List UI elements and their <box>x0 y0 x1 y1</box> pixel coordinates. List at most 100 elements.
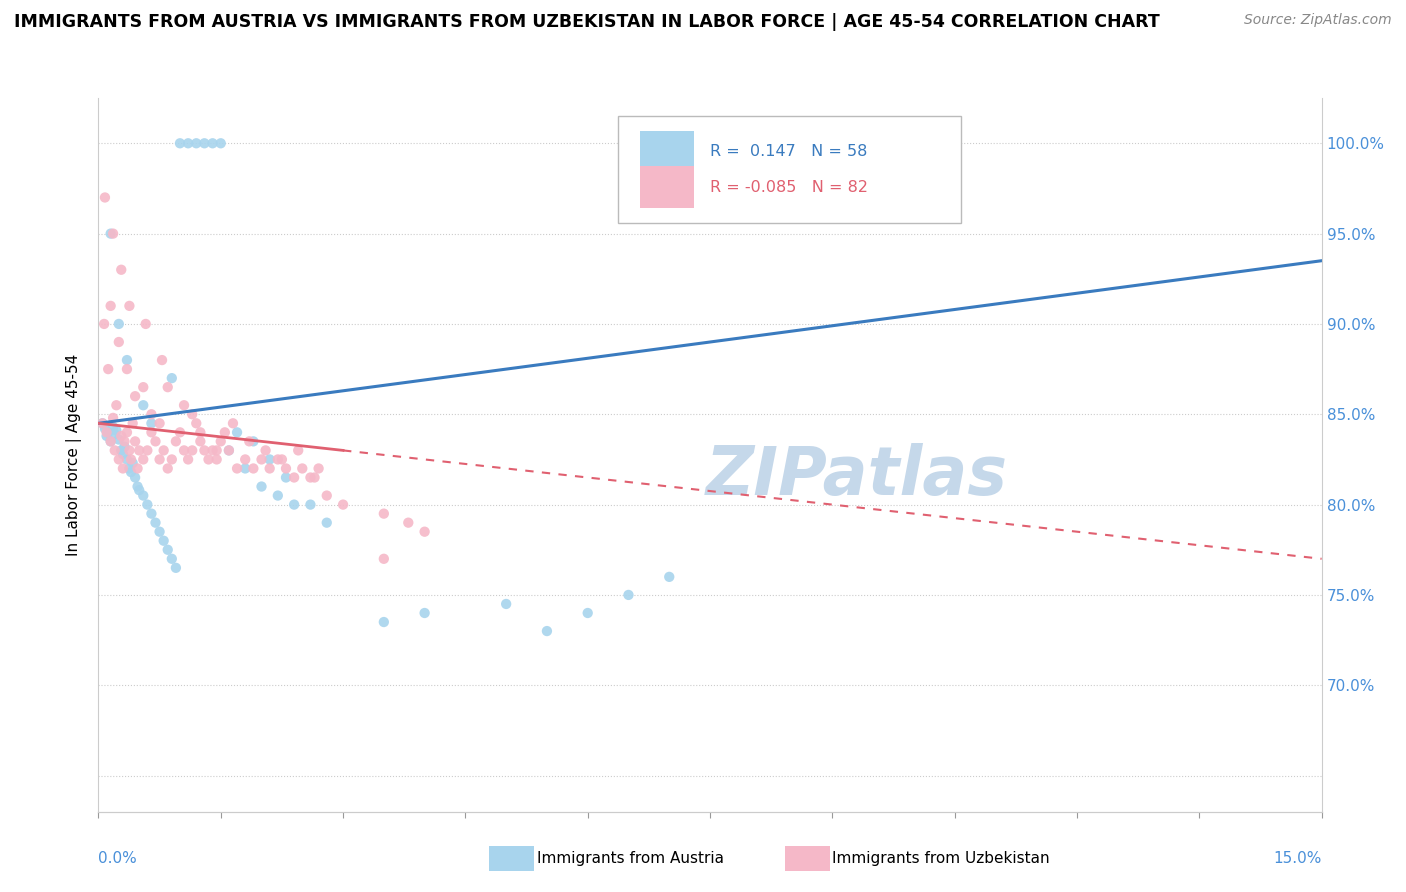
Point <box>169 425 191 440</box>
Point <box>115 425 138 440</box>
Point <box>193 443 215 458</box>
Point <box>242 434 264 449</box>
Point <box>617 588 640 602</box>
Text: 0.0%: 0.0% <box>98 851 138 866</box>
Point <box>287 443 309 458</box>
Point <box>100 434 122 449</box>
Point <box>110 429 132 443</box>
Point <box>96 425 118 440</box>
Point <box>110 443 132 458</box>
Point <box>308 461 330 475</box>
Point <box>132 489 155 503</box>
Point <box>165 561 187 575</box>
Point <box>149 524 172 539</box>
Point <box>145 516 167 530</box>
Point <box>226 461 249 475</box>
Point <box>536 624 558 638</box>
Point <box>165 434 187 449</box>
Point <box>115 353 138 368</box>
Point <box>128 443 150 458</box>
Point <box>124 470 146 484</box>
Point <box>108 334 131 349</box>
Point <box>118 443 141 458</box>
Point <box>114 434 136 449</box>
Point <box>136 443 159 458</box>
Point <box>141 425 163 440</box>
Text: Immigrants from Uzbekistan: Immigrants from Uzbekistan <box>832 851 1050 865</box>
Point <box>118 299 141 313</box>
Point <box>160 551 183 566</box>
Point <box>373 551 395 566</box>
Point <box>283 498 305 512</box>
FancyBboxPatch shape <box>640 130 695 173</box>
Text: Source: ZipAtlas.com: Source: ZipAtlas.com <box>1244 13 1392 28</box>
Point <box>274 461 297 475</box>
Point <box>576 606 599 620</box>
Point <box>120 452 142 467</box>
FancyBboxPatch shape <box>619 116 960 223</box>
Point <box>332 498 354 512</box>
Point <box>188 434 212 449</box>
Y-axis label: In Labor Force | Age 45-54: In Labor Force | Age 45-54 <box>66 354 83 556</box>
Point <box>127 461 149 475</box>
Point <box>124 389 146 403</box>
Point <box>156 461 179 475</box>
Point <box>145 434 167 449</box>
Point <box>250 479 273 493</box>
Point <box>101 227 124 241</box>
Point <box>121 417 143 431</box>
Point <box>94 190 117 204</box>
Point <box>97 362 120 376</box>
Point <box>197 452 219 467</box>
Point <box>141 407 163 421</box>
Point <box>373 615 395 629</box>
Point <box>152 443 174 458</box>
Point <box>94 422 117 436</box>
Point <box>110 262 132 277</box>
Text: IMMIGRANTS FROM AUSTRIA VS IMMIGRANTS FROM UZBEKISTAN IN LABOR FORCE | AGE 45-54: IMMIGRANTS FROM AUSTRIA VS IMMIGRANTS FR… <box>14 13 1160 31</box>
Point <box>100 299 122 313</box>
Point <box>218 443 240 458</box>
Point <box>105 398 128 412</box>
Point <box>132 452 155 467</box>
Point <box>173 443 195 458</box>
Point <box>396 516 419 530</box>
Point <box>205 443 228 458</box>
Point <box>150 353 173 368</box>
Point <box>91 417 114 431</box>
Point <box>121 456 143 470</box>
Point <box>250 452 273 467</box>
Point <box>141 507 163 521</box>
Point <box>120 465 142 479</box>
Point <box>101 420 124 434</box>
Point <box>141 417 163 431</box>
Point <box>108 317 131 331</box>
Point <box>177 136 200 151</box>
Point <box>181 407 204 421</box>
Point <box>214 425 236 440</box>
Point <box>160 371 183 385</box>
Point <box>209 434 232 449</box>
Point <box>226 425 249 440</box>
Point <box>373 507 395 521</box>
Point <box>156 542 179 557</box>
Point <box>299 498 322 512</box>
Point <box>205 452 228 467</box>
Point <box>304 470 326 484</box>
Point <box>299 470 322 484</box>
Point <box>658 570 681 584</box>
Point <box>132 380 155 394</box>
Point <box>259 461 281 475</box>
Point <box>233 461 256 475</box>
Point <box>114 440 136 454</box>
Point <box>495 597 517 611</box>
Point <box>128 483 150 497</box>
Text: 15.0%: 15.0% <box>1274 851 1322 866</box>
Point <box>115 452 138 467</box>
Point <box>173 398 195 412</box>
Point <box>169 136 191 151</box>
FancyBboxPatch shape <box>640 166 695 209</box>
Point <box>101 410 124 425</box>
Point <box>267 489 290 503</box>
Point <box>105 424 128 438</box>
